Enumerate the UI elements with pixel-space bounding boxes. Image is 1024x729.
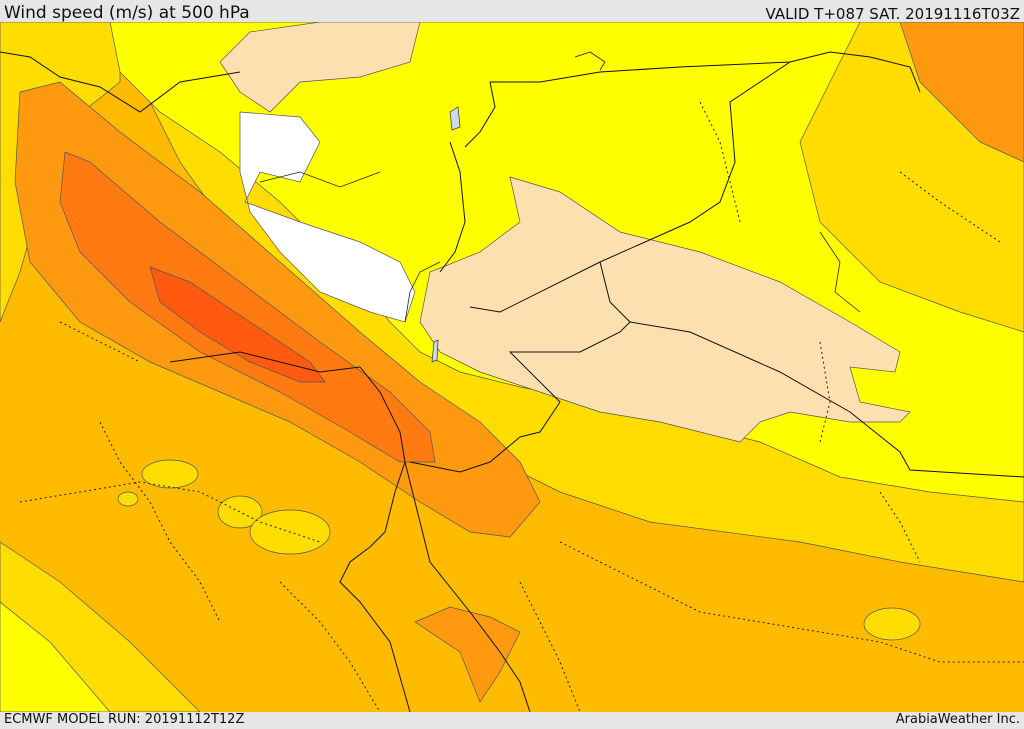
admin-borders <box>19 101 1024 712</box>
pocket-light-1 <box>863 607 921 641</box>
pocket-gold-2 <box>217 495 263 529</box>
contour-yellow-southwest <box>0 601 111 712</box>
valid-time: VALID T+087 SAT. 20191116T03Z <box>765 5 1020 23</box>
contour-orange-northeast <box>899 22 1024 163</box>
contour-jet-max <box>149 266 326 383</box>
country-borders <box>0 51 1024 712</box>
map-header: Wind speed (m/s) at 500 hPa VALID T+087 … <box>0 0 1024 23</box>
contour-orange-south <box>414 606 521 703</box>
contour-calm-sea <box>239 111 416 323</box>
contour-light-north <box>219 22 421 113</box>
map-title: Wind speed (m/s) at 500 hPa <box>4 3 250 23</box>
pocket-gold-4 <box>117 491 139 507</box>
map-footer: ECMWF MODEL RUN: 20191112T12Z ArabiaWeat… <box>0 712 1024 729</box>
credit-label: ArabiaWeather Inc. <box>895 712 1020 727</box>
wind-speed-map <box>0 22 1024 712</box>
dead-sea <box>431 339 439 363</box>
pocket-gold-1 <box>141 459 199 489</box>
lake-galilee <box>449 106 461 131</box>
contour-deep-orange-core <box>59 151 436 463</box>
model-run-label: ECMWF MODEL RUN: 20191112T12Z <box>4 712 245 727</box>
coastlines <box>259 51 861 323</box>
